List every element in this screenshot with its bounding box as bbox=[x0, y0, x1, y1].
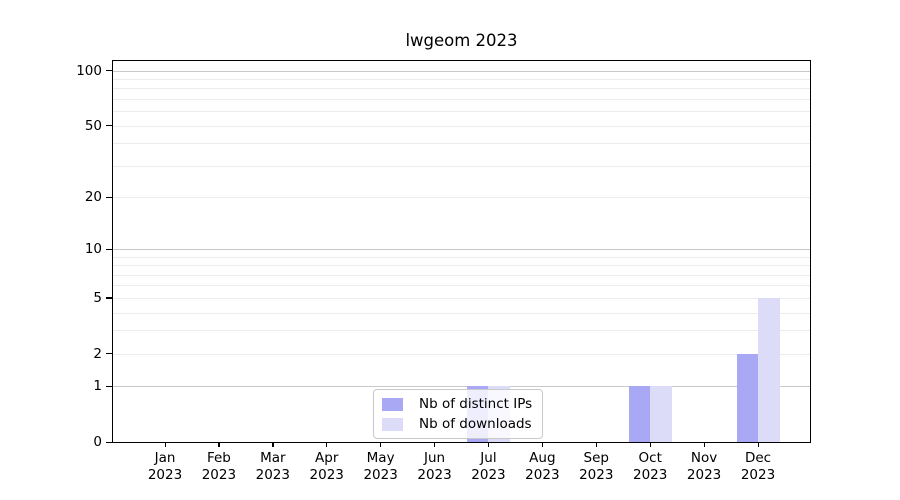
legend-label-downloads: Nb of downloads bbox=[419, 416, 532, 432]
y-tick-mark-1 bbox=[106, 385, 112, 387]
y-tick-label-20: 20 bbox=[84, 189, 102, 206]
gridline-7 bbox=[113, 274, 810, 276]
gridline-10 bbox=[113, 249, 810, 251]
y-tick-mark-0 bbox=[106, 441, 112, 443]
legend-swatch-distinct-ips bbox=[382, 397, 403, 411]
y-tick-mark-2 bbox=[106, 353, 112, 355]
gridline-1 bbox=[113, 386, 810, 388]
gridline-80 bbox=[113, 88, 810, 90]
gridline-50 bbox=[113, 125, 810, 127]
x-tick-label-jan-2023: Jan 2023 bbox=[147, 450, 183, 483]
x-tick-label-apr-2023: Apr 2023 bbox=[309, 450, 344, 483]
x-tick-label-aug-2023: Aug 2023 bbox=[525, 450, 560, 483]
gridline-5 bbox=[113, 297, 810, 299]
y-tick-mark-50 bbox=[106, 125, 112, 127]
y-tick-label-0: 0 bbox=[93, 434, 102, 450]
gridline-70 bbox=[113, 99, 810, 101]
x-tick-label-jul-2023: Jul 2023 bbox=[471, 450, 506, 483]
x-tick-mark-jul-2023 bbox=[487, 442, 490, 447]
gridline-60 bbox=[113, 111, 810, 113]
x-tick-mark-aug-2023 bbox=[541, 442, 544, 447]
y-tick-label-50: 50 bbox=[84, 117, 102, 134]
plot-area bbox=[112, 60, 811, 443]
y-tick-mark-10 bbox=[106, 248, 112, 250]
y-tick-label-100: 100 bbox=[76, 62, 102, 79]
x-tick-label-oct-2023: Oct 2023 bbox=[633, 450, 668, 483]
y-tick-label-1: 1 bbox=[93, 378, 102, 395]
bar-nb-of-distinct-ips-oct-2023 bbox=[628, 386, 651, 442]
legend-swatch-downloads bbox=[382, 417, 403, 431]
legend-item-distinct-ips: Nb of distinct IPs bbox=[382, 396, 534, 412]
bar-nb-of-downloads-dec-2023 bbox=[758, 297, 780, 442]
gridline-100 bbox=[113, 70, 810, 72]
y-tick-label-10: 10 bbox=[84, 241, 102, 258]
gridline-20 bbox=[113, 197, 810, 199]
bar-nb-of-distinct-ips-dec-2023 bbox=[736, 353, 758, 442]
gridline-4 bbox=[113, 312, 810, 314]
legend: Nb of distinct IPs Nb of downloads bbox=[373, 389, 543, 439]
y-tick-mark-5 bbox=[106, 297, 112, 299]
y-tick-mark-20 bbox=[106, 196, 112, 198]
x-tick-mark-sep-2023 bbox=[595, 442, 597, 447]
gridline-9 bbox=[113, 256, 810, 258]
legend-label-distinct-ips: Nb of distinct IPs bbox=[419, 396, 533, 412]
x-tick-mark-may-2023 bbox=[380, 442, 382, 447]
x-tick-mark-mar-2023 bbox=[272, 442, 274, 447]
gridline-30 bbox=[113, 165, 810, 167]
x-tick-mark-dec-2023 bbox=[757, 442, 759, 447]
chart-title: lwgeom 2023 bbox=[405, 31, 518, 50]
x-tick-label-may-2023: May 2023 bbox=[363, 450, 398, 483]
x-tick-mark-oct-2023 bbox=[649, 442, 651, 447]
x-tick-label-mar-2023: Mar 2023 bbox=[255, 450, 290, 483]
gridline-8 bbox=[113, 265, 810, 267]
x-tick-label-sep-2023: Sep 2023 bbox=[579, 450, 614, 483]
x-tick-label-nov-2023: Nov 2023 bbox=[686, 450, 722, 483]
x-tick-mark-jun-2023 bbox=[434, 442, 436, 447]
gridline-2 bbox=[113, 353, 810, 355]
x-tick-mark-nov-2023 bbox=[703, 442, 705, 447]
gridline-90 bbox=[113, 79, 810, 81]
x-tick-mark-apr-2023 bbox=[326, 442, 328, 447]
bar-nb-of-downloads-oct-2023 bbox=[650, 386, 672, 442]
gridline-40 bbox=[113, 143, 810, 145]
y-tick-label-5: 5 bbox=[93, 289, 102, 306]
legend-item-downloads: Nb of downloads bbox=[382, 416, 534, 432]
gridline-6 bbox=[113, 285, 810, 287]
x-tick-label-jun-2023: Jun 2023 bbox=[417, 450, 452, 483]
x-tick-label-dec-2023: Dec 2023 bbox=[740, 450, 776, 483]
y-tick-label-2: 2 bbox=[93, 345, 102, 362]
y-tick-mark-100 bbox=[106, 70, 112, 72]
x-tick-mark-jan-2023 bbox=[164, 442, 166, 447]
x-tick-mark-feb-2023 bbox=[218, 442, 220, 447]
x-tick-label-feb-2023: Feb 2023 bbox=[201, 450, 237, 483]
gridline-3 bbox=[113, 330, 810, 332]
